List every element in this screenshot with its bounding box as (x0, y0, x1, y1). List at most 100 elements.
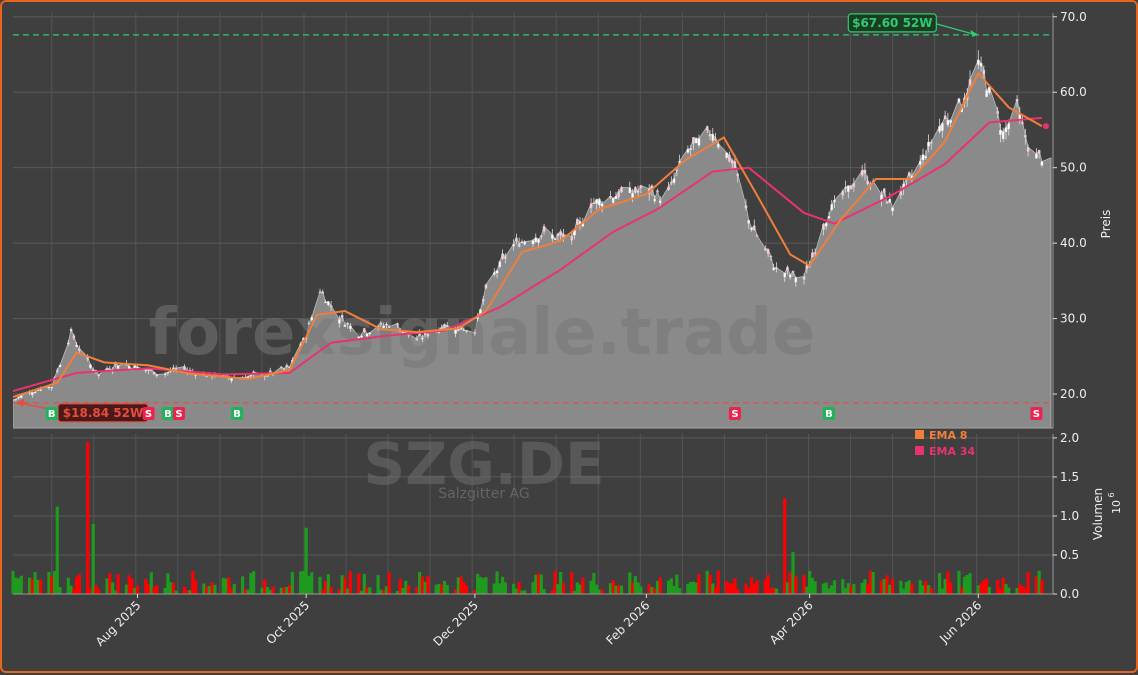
volume-bar (362, 573, 366, 594)
candle-body (75, 344, 78, 347)
volume-bar (27, 577, 32, 594)
volume-bar (14, 577, 18, 594)
volume-bar (807, 571, 812, 594)
volume-bar (705, 570, 709, 594)
volume-bar (110, 582, 115, 594)
volume-bar (910, 583, 914, 594)
volume-bar (689, 581, 693, 594)
candle-body (791, 271, 795, 273)
candle-body (733, 161, 737, 169)
watermark: forexsignale.trade (149, 296, 816, 370)
candle-body (423, 333, 427, 335)
volume-bar (191, 570, 195, 594)
volume-bar (962, 576, 967, 594)
candle-body (47, 386, 51, 389)
volume-bar (36, 579, 40, 594)
candle-body (755, 235, 759, 237)
candle-body (415, 338, 419, 341)
volume-bar (384, 586, 389, 594)
volume-bar (918, 580, 922, 594)
volume-bar (221, 577, 225, 594)
price-tick-label: 50.0 (1060, 161, 1087, 175)
volume-bar (77, 574, 81, 594)
candle-body (89, 364, 92, 368)
candle-body (515, 237, 518, 241)
volume-bar (86, 441, 90, 594)
candle-body (811, 252, 814, 258)
candle-body (504, 256, 507, 259)
volume-bar (205, 586, 209, 594)
volume-bar (570, 571, 574, 594)
candle-body (443, 324, 446, 328)
candle-body (775, 267, 778, 269)
ema34-line (12, 116, 1043, 392)
volume-bar (672, 585, 676, 594)
volume-bar (19, 575, 23, 594)
candle-body (827, 216, 831, 219)
volume-bar (727, 582, 731, 594)
volume-bar (207, 585, 211, 594)
candle-body (78, 348, 81, 351)
candle-body (495, 270, 499, 274)
volume-bar (30, 579, 34, 594)
candle-body (133, 365, 136, 368)
volume-bar (105, 578, 109, 594)
volume-bar (387, 572, 391, 594)
volume-bar (747, 587, 751, 594)
volume-bar (639, 586, 643, 594)
volume-bar (174, 590, 178, 594)
candle-body (33, 391, 37, 394)
candle-body (628, 187, 632, 193)
volume-bar (481, 578, 485, 594)
volume-bar (940, 588, 944, 594)
candle-body (570, 236, 573, 241)
volume-bar (227, 577, 231, 594)
candle-body (639, 185, 643, 189)
legend-label: EMA 8 (929, 429, 967, 442)
candle-body (1035, 153, 1038, 159)
volume-bar (675, 574, 679, 594)
high-52w-label: $67.60 52W (852, 16, 932, 30)
candle-body (714, 138, 717, 140)
volume-bar (465, 585, 469, 594)
sell-signal-marker (172, 407, 185, 420)
low-52w-arrowhead (16, 398, 24, 407)
volume-bar (824, 582, 828, 594)
price-tick-label: 20.0 (1060, 387, 1087, 401)
volume-bar (210, 582, 214, 594)
volume-bar (124, 584, 129, 594)
volume-bar (810, 577, 814, 594)
volume-bar (600, 589, 604, 594)
candle-body (717, 143, 720, 148)
volume-bar (534, 574, 538, 594)
volume-tick-label: 2.0 (1060, 431, 1079, 445)
candle-body (1001, 131, 1005, 140)
candle-body (860, 170, 864, 176)
volume-bar (633, 576, 637, 594)
volume-bar (691, 581, 696, 594)
high-52w-arrowhead (970, 29, 979, 37)
volume-bar (16, 578, 21, 594)
candle-body (694, 138, 698, 144)
volume-bar (144, 579, 148, 594)
x-tick-label: Jun 2026 (936, 598, 984, 646)
volume-bar (1040, 579, 1044, 594)
candle-body (462, 329, 466, 331)
volume-bar (788, 572, 792, 594)
volume-bar (937, 573, 942, 594)
candle-body (163, 373, 167, 375)
candle-body (941, 123, 944, 131)
sell-signal-label: S (175, 409, 182, 420)
volume-bar (420, 576, 424, 594)
volume-bar (965, 575, 969, 594)
volume-bar (495, 571, 499, 594)
buy-signal-marker (231, 407, 244, 420)
volume-bar (899, 580, 903, 594)
candle-body (813, 252, 817, 254)
candle-body (891, 207, 894, 212)
candle-body (349, 325, 352, 329)
volume-bar (401, 587, 405, 594)
volume-bar (97, 589, 101, 594)
candle-body (833, 200, 836, 203)
candle-body (1037, 150, 1041, 154)
